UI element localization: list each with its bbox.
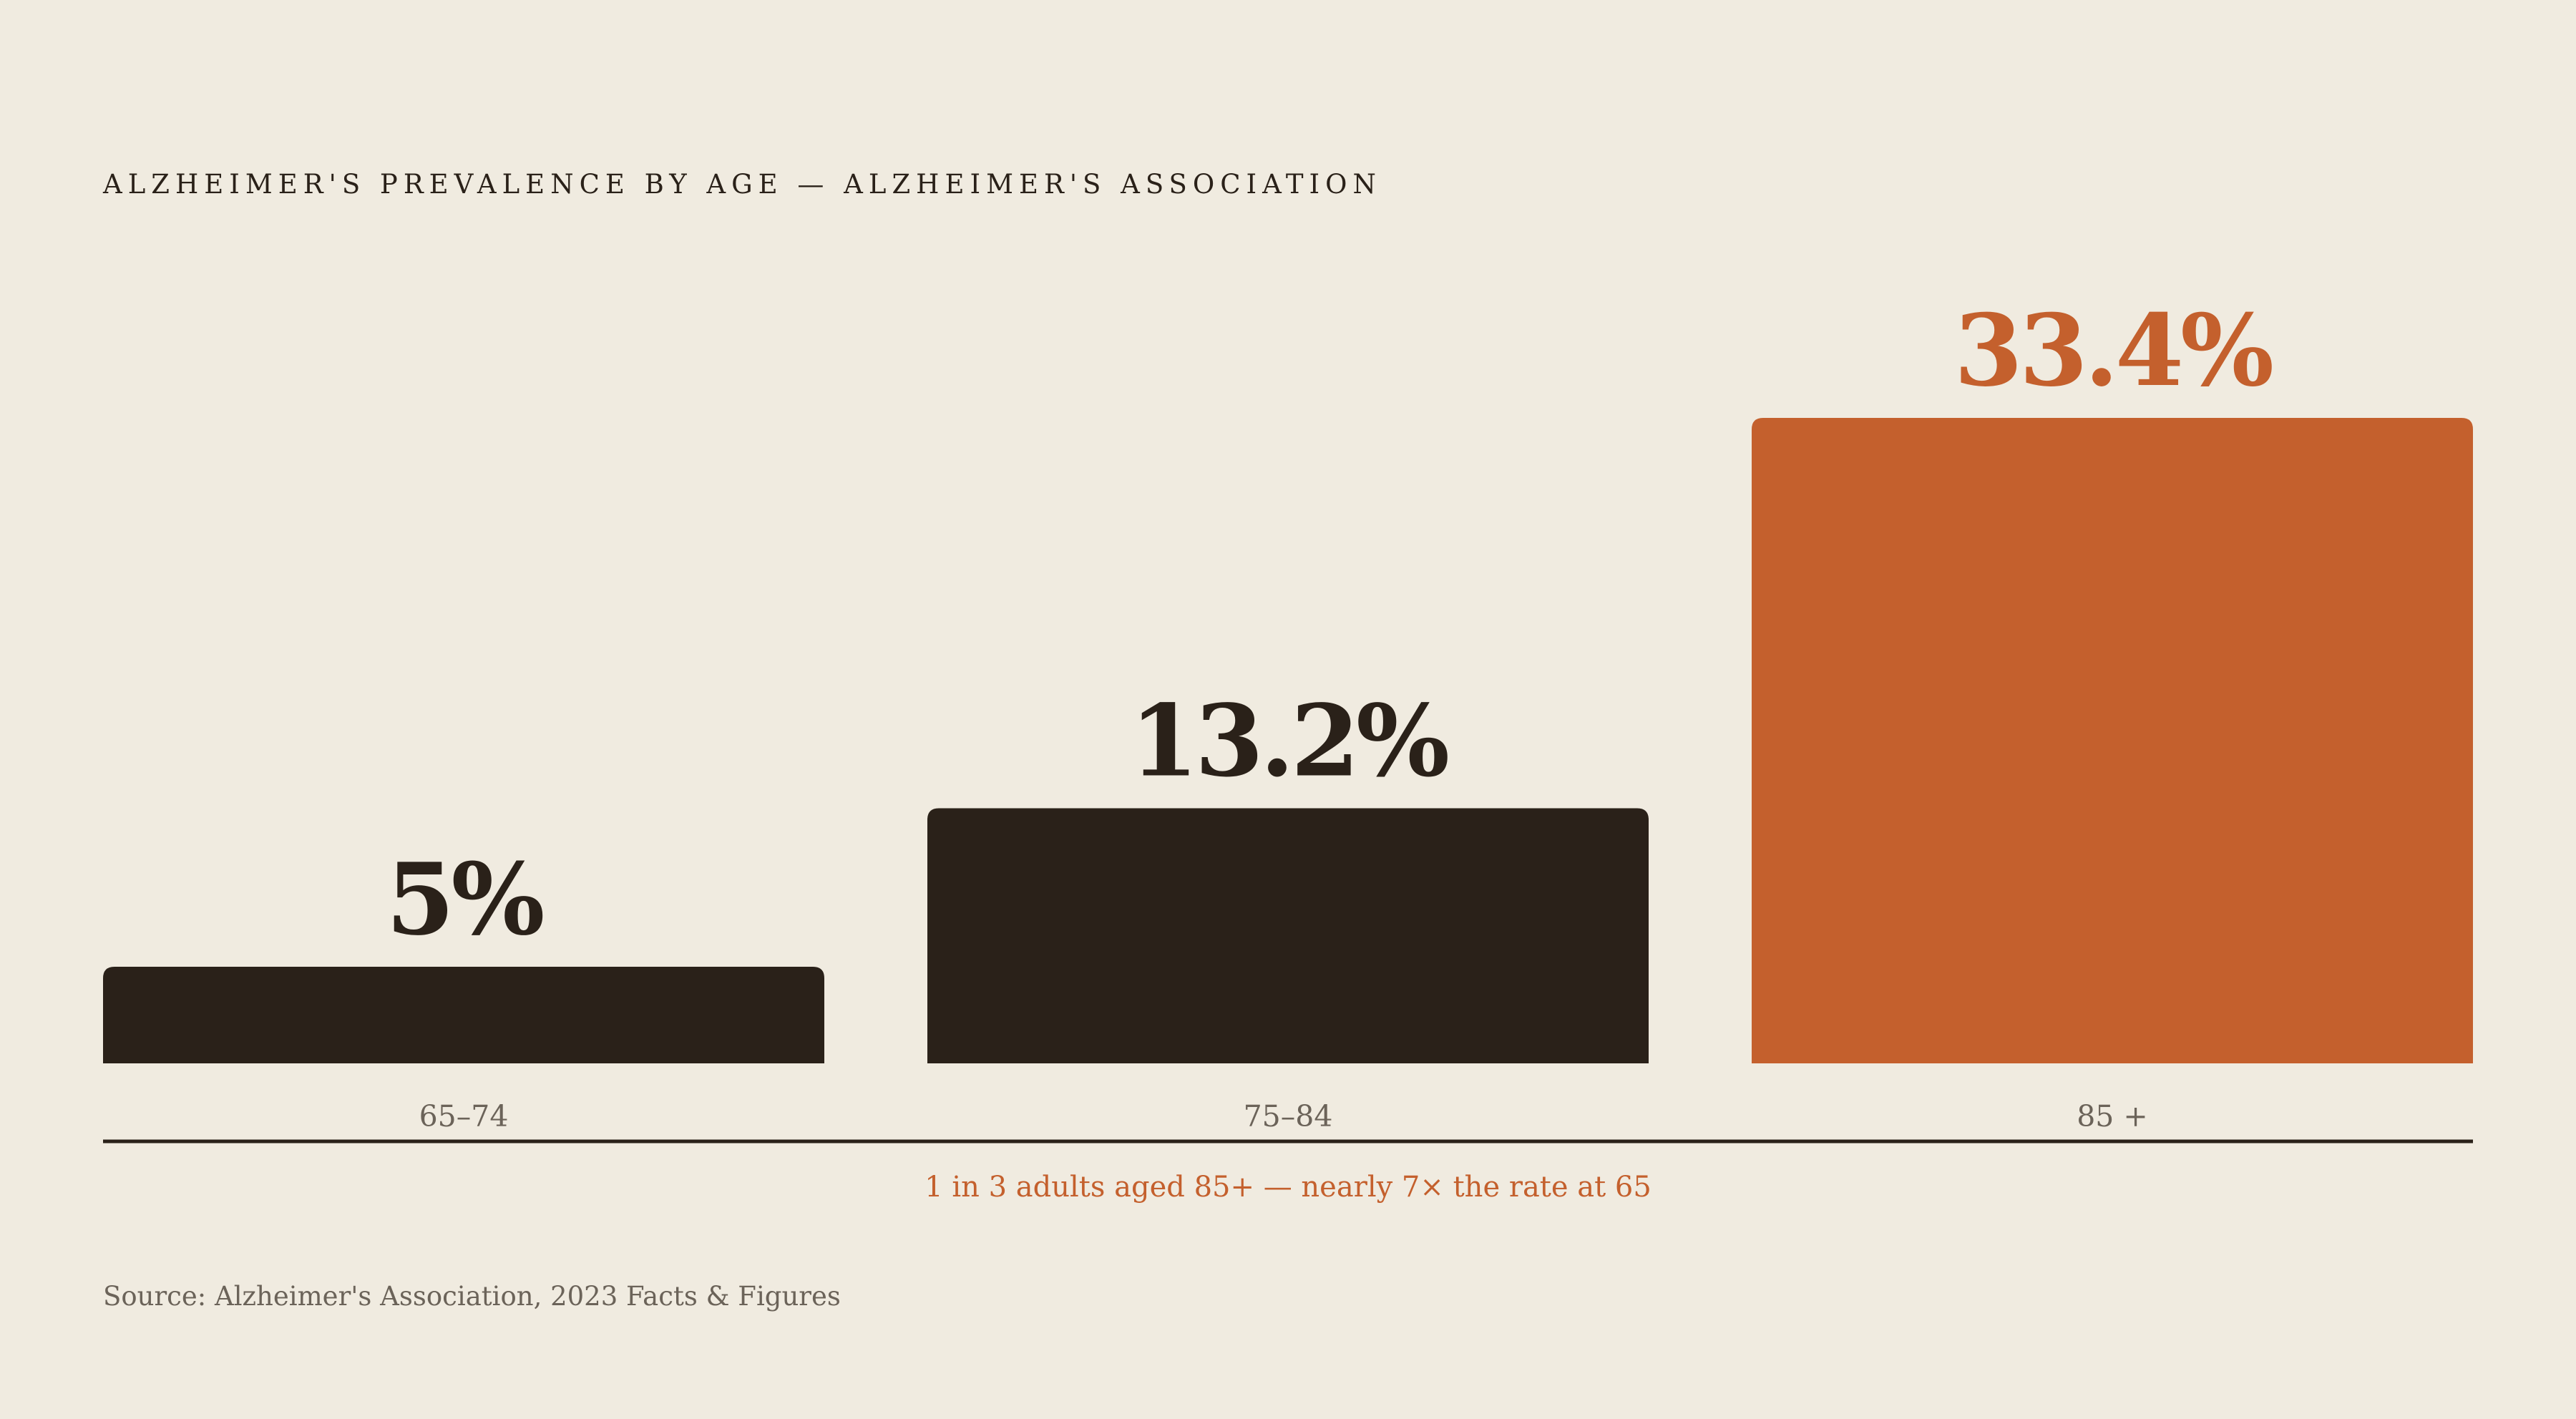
value-label-75-84: 13.2% xyxy=(1130,683,1448,799)
value-labels-layer: 5% 13.2% 33.4% xyxy=(386,292,2275,957)
tick-label-85: 85 + xyxy=(2077,1099,2148,1133)
bars-layer xyxy=(103,418,2473,1063)
value-label-65-74: 5% xyxy=(386,841,542,957)
value-label-85: 33.4% xyxy=(1954,292,2272,409)
bar-85 xyxy=(1752,418,2473,1063)
bar-65-74 xyxy=(103,966,824,1063)
tick-labels-layer: 65–74 75–84 85 + xyxy=(419,1099,2148,1133)
chart-annotation: 1 in 3 adults aged 85+ — nearly 7× the r… xyxy=(924,1171,1652,1204)
tick-label-65-74: 65–74 xyxy=(419,1099,509,1133)
tick-label-75-84: 75–84 xyxy=(1244,1099,1333,1133)
chart-title: ALZHEIMER'S PREVALENCE BY AGE — ALZHEIME… xyxy=(103,169,1382,200)
source-note: Source: Alzheimer's Association, 2023 Fa… xyxy=(103,1281,841,1312)
bar-75-84 xyxy=(927,808,1649,1063)
